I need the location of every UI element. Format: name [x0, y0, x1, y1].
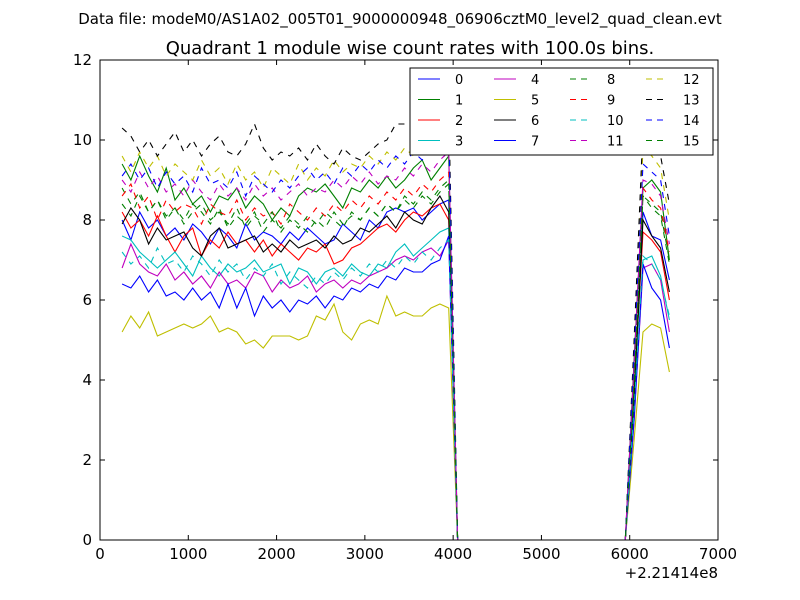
- series-line-10: [121, 238, 670, 540]
- series-line-2: [121, 203, 670, 540]
- series-line-12: [121, 126, 670, 540]
- legend-label-1: 1: [455, 94, 463, 109]
- y-tick-label: 10: [73, 131, 92, 149]
- chart-title: Quadrant 1 module wise count rates with …: [166, 38, 655, 59]
- series-line-9: [121, 170, 670, 540]
- x-tick-label: 0: [95, 545, 105, 563]
- legend-label-4: 4: [531, 73, 539, 88]
- x-tick-label: 4000: [434, 545, 472, 563]
- y-tick-label: 2: [82, 451, 92, 469]
- y-tick-label: 0: [82, 531, 92, 549]
- x-tick-label: 7000: [699, 545, 737, 563]
- legend-label-5: 5: [531, 94, 539, 109]
- legend-label-2: 2: [455, 114, 463, 129]
- series-line-4: [121, 237, 670, 540]
- legend-label-3: 3: [455, 135, 463, 150]
- legend-label-7: 7: [531, 135, 539, 150]
- figure-suptitle: Data file: modeM0/AS1A02_005T01_90000009…: [78, 10, 722, 29]
- legend-label-9: 9: [607, 94, 615, 109]
- legend-label-11: 11: [607, 135, 624, 150]
- series-line-6: [121, 194, 670, 540]
- series-layer: [121, 102, 670, 540]
- series-line-0: [121, 199, 670, 540]
- series-line-7: [121, 235, 670, 540]
- legend-label-10: 10: [607, 114, 624, 129]
- y-tick-label: 6: [82, 291, 92, 309]
- legend-label-6: 6: [531, 114, 539, 129]
- legend-label-13: 13: [683, 94, 700, 109]
- x-tick-label: 6000: [611, 545, 649, 563]
- x-offset-label: +2.21414e8: [625, 564, 718, 582]
- y-tick-label: 8: [82, 211, 92, 229]
- series-line-14: [121, 130, 670, 540]
- y-tick-label: 12: [73, 51, 92, 69]
- y-tick-label: 4: [82, 371, 92, 389]
- legend-label-8: 8: [607, 73, 615, 88]
- x-tick-label: 2000: [257, 545, 295, 563]
- x-tick-label: 3000: [346, 545, 384, 563]
- x-tick-label: 1000: [169, 545, 207, 563]
- legend-label-14: 14: [683, 114, 700, 129]
- legend-label-12: 12: [683, 73, 700, 88]
- legend-label-0: 0: [455, 73, 463, 88]
- series-line-11: [121, 150, 670, 540]
- series-line-5: [121, 294, 670, 540]
- legend-label-15: 15: [683, 135, 700, 150]
- x-tick-label: 5000: [522, 545, 560, 563]
